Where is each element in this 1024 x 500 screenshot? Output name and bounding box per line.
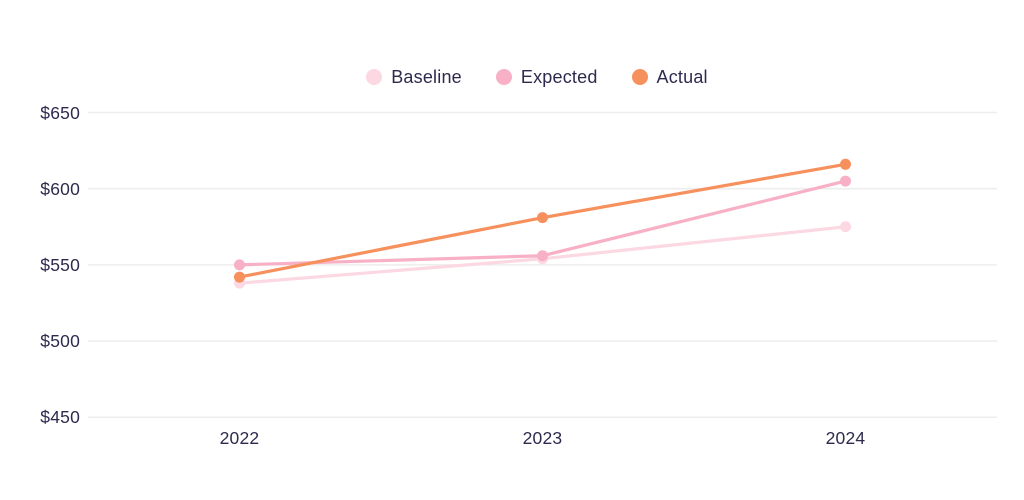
data-point-expected-2022 bbox=[234, 259, 245, 271]
data-point-actual-2024 bbox=[840, 158, 851, 170]
legend-item-baseline[interactable]: Baseline bbox=[366, 67, 462, 88]
data-point-baseline-2024 bbox=[840, 221, 851, 233]
y-tick-label-600: $600 bbox=[40, 178, 80, 199]
legend-label-baseline: Baseline bbox=[391, 66, 462, 87]
y-tick-label-500: $500 bbox=[40, 331, 80, 352]
legend-dot-expected-icon bbox=[495, 69, 512, 85]
x-tick-label-2023: 2023 bbox=[522, 428, 563, 448]
legend-dot-actual-icon bbox=[631, 69, 648, 85]
y-tick-label-650: $650 bbox=[40, 102, 80, 123]
chart-legend: Baseline Expected Actual bbox=[0, 64, 1024, 90]
x-tick-label-2022: 2022 bbox=[219, 428, 260, 448]
data-point-expected-2024 bbox=[840, 175, 851, 187]
legend-dot-baseline-icon bbox=[366, 69, 383, 85]
y-tick-label-550: $550 bbox=[40, 254, 80, 275]
legend-label-actual: Actual bbox=[656, 66, 708, 87]
data-point-actual-2022 bbox=[234, 271, 245, 283]
legend-item-actual[interactable]: Actual bbox=[631, 66, 708, 88]
x-tick-label-2024: 2024 bbox=[825, 428, 866, 448]
data-point-actual-2023 bbox=[537, 212, 548, 224]
legend-label-expected: Expected bbox=[520, 66, 598, 87]
data-point-expected-2023 bbox=[537, 250, 548, 262]
y-tick-label-450: $450 bbox=[40, 407, 80, 428]
legend-item-expected[interactable]: Expected bbox=[495, 66, 598, 88]
